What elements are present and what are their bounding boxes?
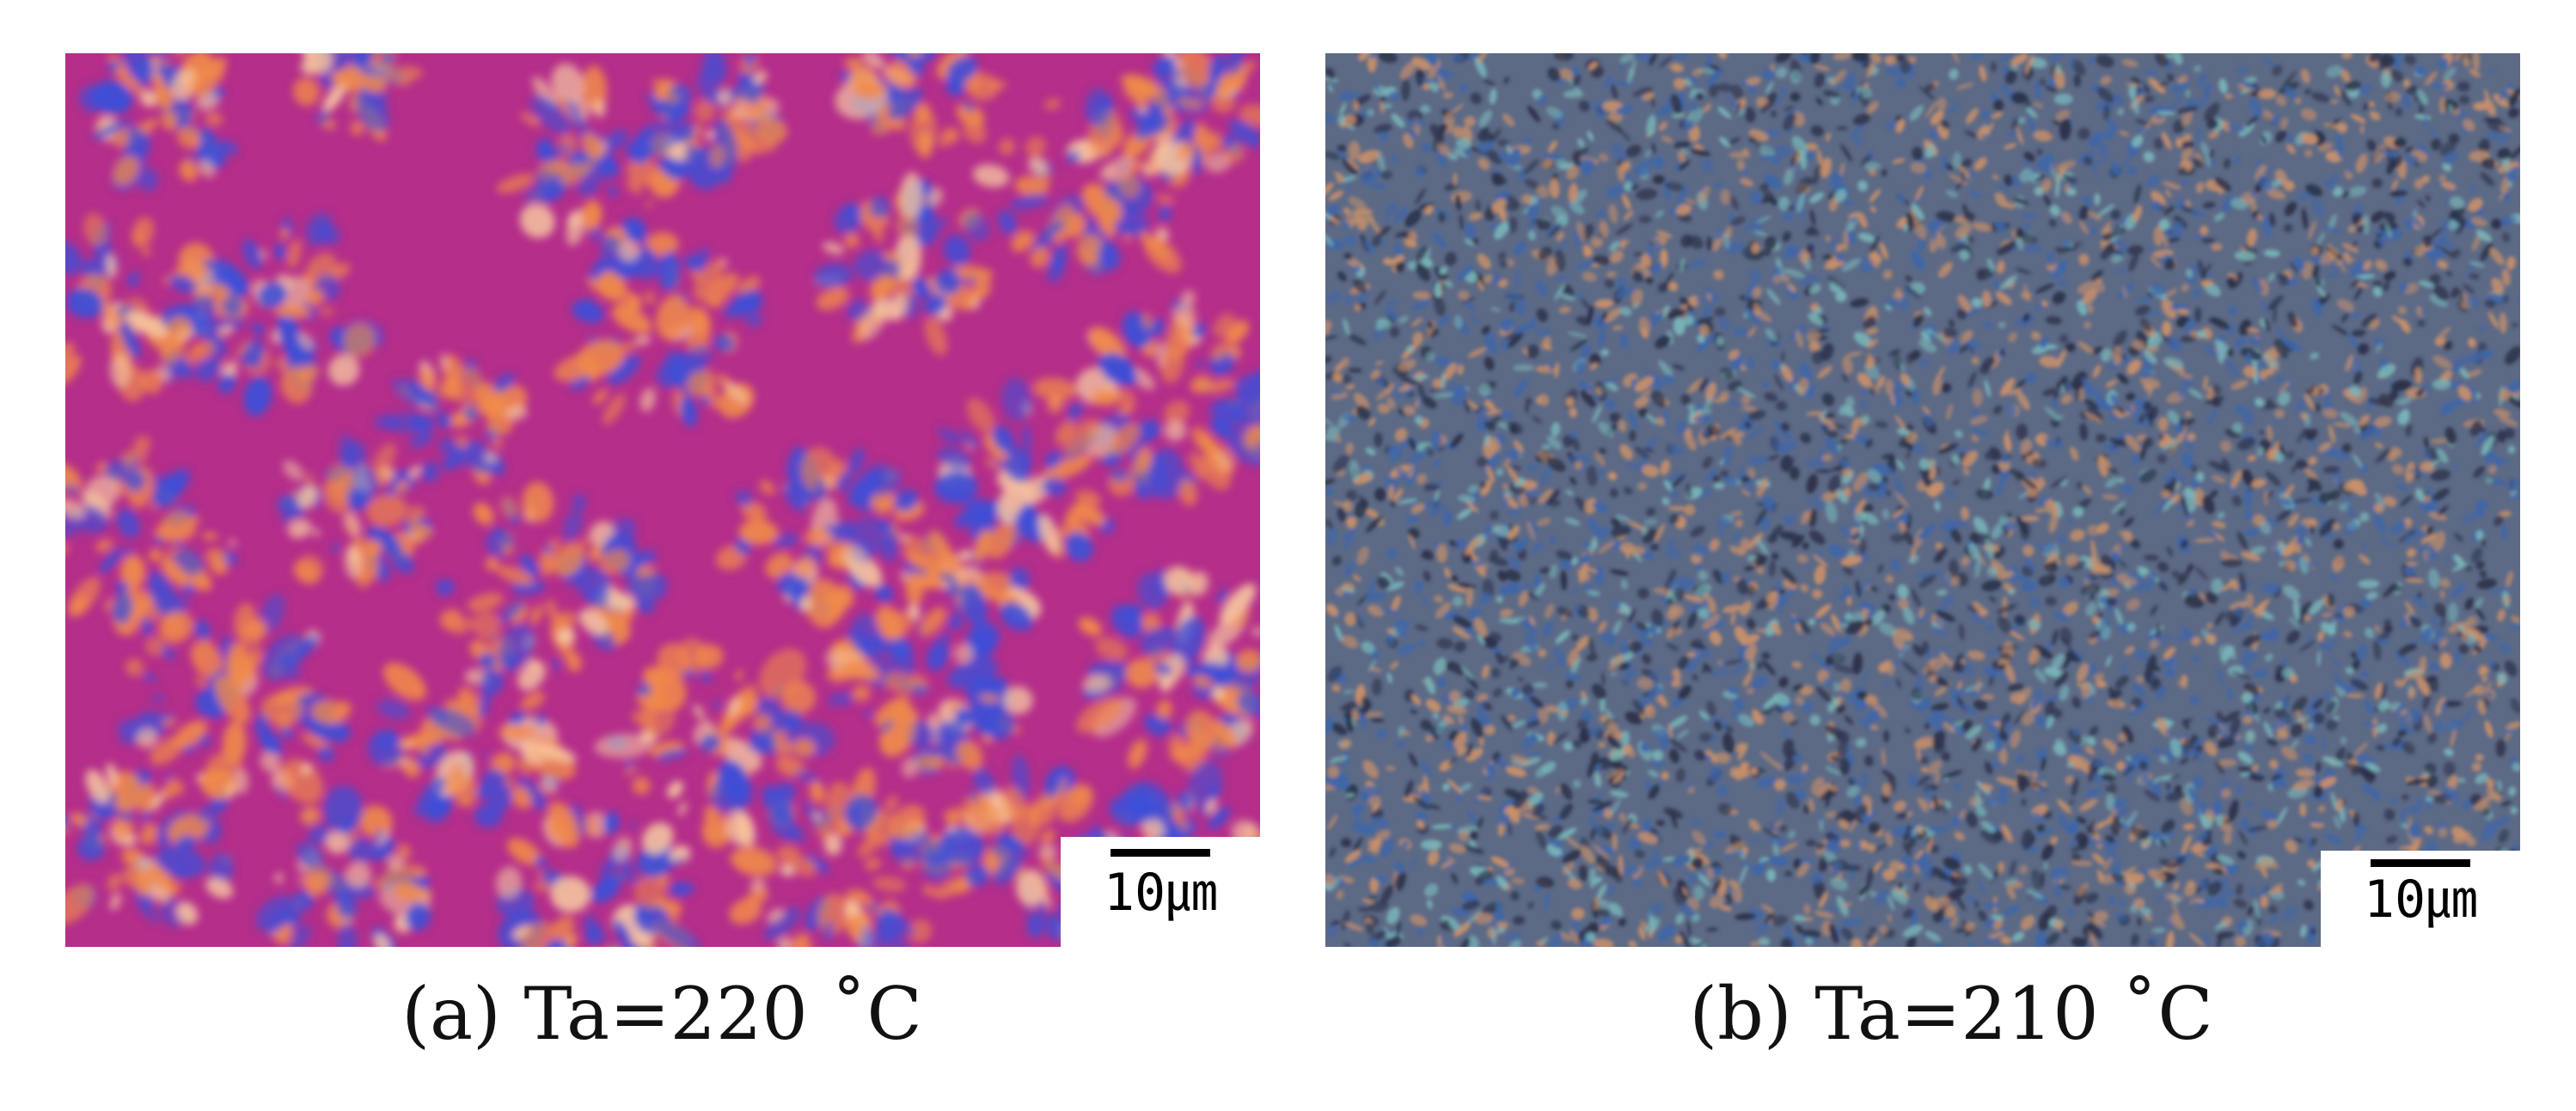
micrograph-a-image xyxy=(65,53,1260,947)
scale-bar-line-b xyxy=(2371,859,2470,867)
scale-bar-label-b: 10㎛ xyxy=(2363,870,2478,930)
scale-bar-label-a: 10㎛ xyxy=(1103,863,1218,923)
scale-bar-a: 10㎛ xyxy=(1061,837,1260,947)
panel-b: 10㎛ (b) Ta=210 ˚C xyxy=(1289,0,2561,1111)
scale-bar-b: 10㎛ xyxy=(2321,851,2520,947)
micrograph-b: 10㎛ xyxy=(1325,53,2520,947)
caption-b: (b) Ta=210 ˚C xyxy=(1689,972,2213,1056)
micrograph-a: 10㎛ xyxy=(65,53,1260,947)
scale-bar-line-a xyxy=(1111,849,1210,857)
caption-a: (a) Ta=220 ˚C xyxy=(401,972,922,1056)
micrograph-b-image xyxy=(1325,53,2520,947)
panel-a: 10㎛ (a) Ta=220 ˚C xyxy=(0,0,1272,1111)
